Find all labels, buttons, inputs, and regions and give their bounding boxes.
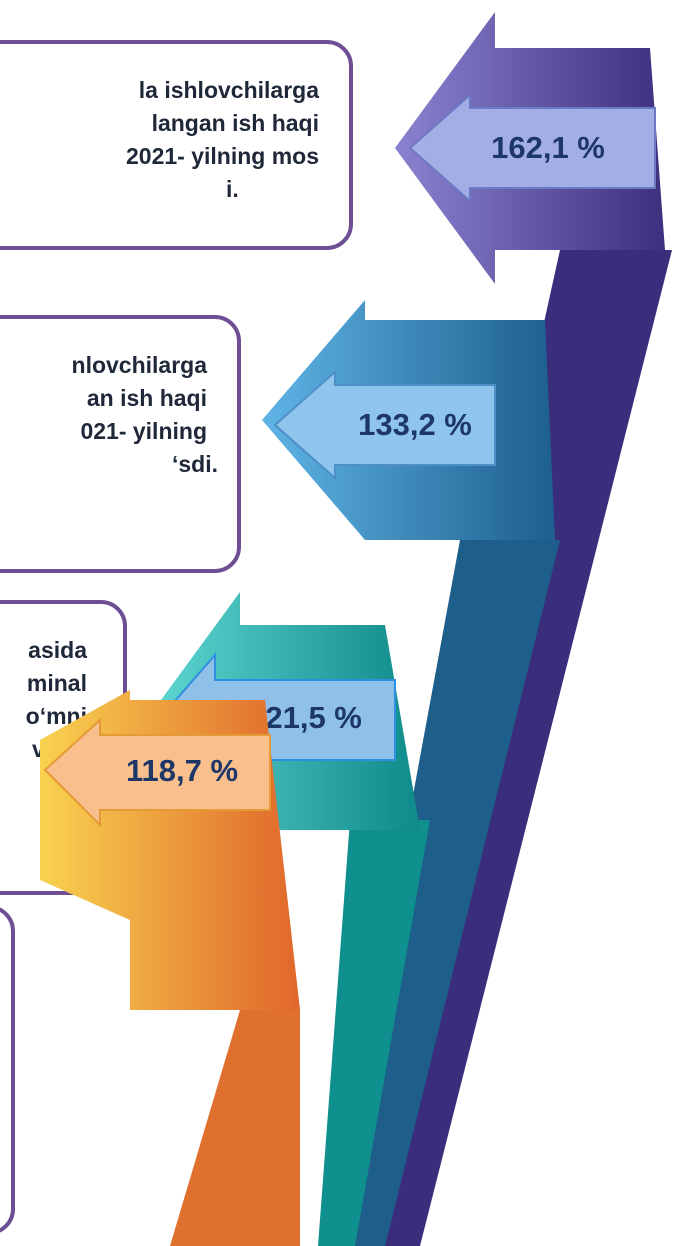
text-line: asida xyxy=(28,637,87,663)
text-line: 2021- yilning mos xyxy=(125,143,319,169)
text-line: i. xyxy=(226,176,239,202)
arrow-label-bg xyxy=(408,92,656,204)
text-line: 021- yilning xyxy=(80,418,207,444)
text-line: ‘sdi. xyxy=(172,451,219,477)
text-line: langan ish haqi xyxy=(151,110,319,136)
arrow-label-bg xyxy=(273,369,496,481)
text-line: minal xyxy=(26,670,87,696)
text-line: la ishlovchilarga xyxy=(138,77,319,103)
text-line: nlovchilarga xyxy=(71,352,207,378)
ribbon xyxy=(170,1010,300,1246)
ribbon xyxy=(330,540,560,1246)
text-box: la ishlovchilarga langan ish haqi 2021- … xyxy=(0,40,353,250)
ribbon xyxy=(318,820,430,1246)
arrow-label-bg xyxy=(43,717,271,828)
text-line: an ish haqi xyxy=(86,385,207,411)
arrow-label: 118,7 % xyxy=(126,753,238,788)
arrow-label: 162,1 % xyxy=(491,130,605,165)
text-box: nlovchilarga an ish haqi 021- yilning ‘s… xyxy=(0,315,241,573)
arrow-label: 133,2 % xyxy=(358,407,472,442)
